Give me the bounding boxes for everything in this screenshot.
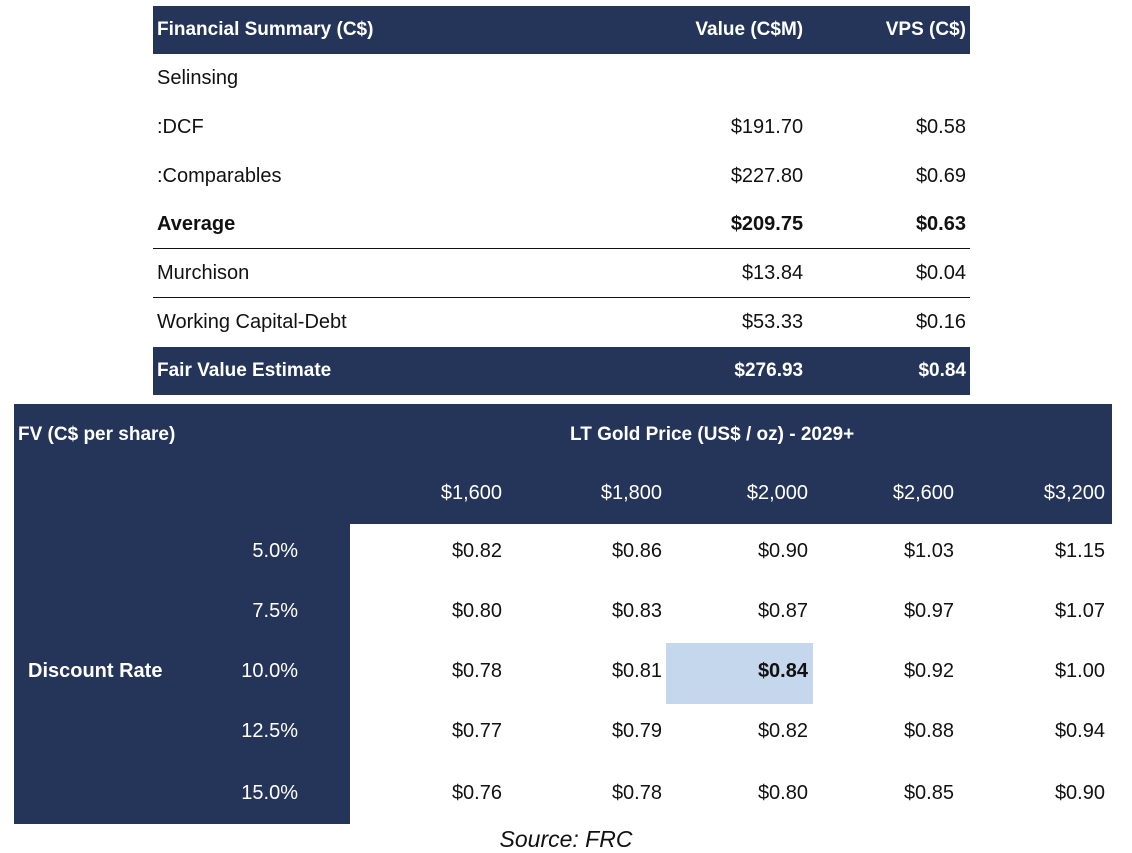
grid-cell: $0.78 <box>451 660 502 682</box>
price-header: $1,600 <box>440 482 502 504</box>
row-value: $53.33 <box>741 311 804 333</box>
price-header: $1,800 <box>600 482 662 504</box>
price-header: $2,600 <box>892 482 954 504</box>
row-value: $209.75 <box>730 213 804 235</box>
row-value: $13.84 <box>741 261 804 284</box>
sensitivity-table: FV (C$ per share) LT Gold Price (US$ / o… <box>14 404 1112 824</box>
grid-cell: $0.82 <box>757 720 808 742</box>
rate-label: 5.0% <box>252 540 298 562</box>
grid-cell: $0.81 <box>611 660 662 682</box>
row-vps: $0.04 <box>915 261 966 284</box>
sensitivity-header: FV (C$ per share) LT Gold Price (US$ / o… <box>14 404 1112 524</box>
summary-header-label: Financial Summary (C$) <box>157 19 374 40</box>
grid-cell: $0.80 <box>757 782 808 804</box>
row-label: Working Capital-Debt <box>157 311 347 333</box>
summary-row-dcf: :DCF $191.70 $0.58 <box>153 103 970 152</box>
summary-header-row: Financial Summary (C$) Value (C$M) VPS (… <box>153 6 970 54</box>
grid-cell: $0.79 <box>611 720 662 742</box>
summary-header-value: Value (C$M) <box>695 19 804 40</box>
summary-row-working-capital: Working Capital-Debt $53.33 $0.16 <box>153 298 970 347</box>
grid-cell: $1.00 <box>1054 660 1105 682</box>
grid-cell: $0.92 <box>903 660 954 682</box>
row-label: Selinsing <box>157 67 239 89</box>
rate-label: 10.0% <box>241 660 298 682</box>
grid-cell: $0.77 <box>451 720 502 742</box>
gold-price-title: LT Gold Price (US$ / oz) - 2029+ <box>570 424 855 445</box>
base-case-highlight <box>666 643 813 704</box>
grid-cell: $0.87 <box>757 600 808 622</box>
grid-cell: $0.88 <box>903 720 954 742</box>
row-label: :DCF <box>157 116 204 138</box>
summary-row-comparables: :Comparables $227.80 $0.69 <box>153 152 970 201</box>
grid-cell: $0.78 <box>611 782 662 804</box>
summary-row-average: Average $209.75 $0.63 <box>153 201 970 249</box>
summary-row-fair-value: Fair Value Estimate $276.93 $0.84 <box>153 347 970 395</box>
grid-cell: $0.80 <box>451 600 502 622</box>
summary-row-murchison: Murchison $13.84 $0.04 <box>153 249 970 298</box>
price-header: $2,000 <box>746 482 808 504</box>
row-vps: $0.16 <box>915 311 966 333</box>
grid-cell: $0.86 <box>611 540 662 562</box>
row-vps: $0.69 <box>915 165 966 187</box>
total-vps: $0.84 <box>918 360 966 381</box>
summary-header-vps: VPS (C$) <box>885 19 966 40</box>
base-case-cell: $0.84 <box>757 660 808 682</box>
row-value: $191.70 <box>730 116 804 138</box>
row-value: $227.80 <box>730 165 804 187</box>
rate-label: 12.5% <box>241 720 298 742</box>
source-caption: Source: FRC <box>499 826 633 852</box>
financial-summary-table: Financial Summary (C$) Value (C$M) VPS (… <box>153 6 970 395</box>
discount-rate-title: Discount Rate <box>28 660 163 682</box>
row-vps: $0.63 <box>915 213 966 235</box>
grid-cell: $0.83 <box>611 600 662 622</box>
price-header: $3,200 <box>1043 482 1105 504</box>
grid-cell: $0.82 <box>451 540 502 562</box>
sensitivity-title: FV (C$ per share) <box>18 424 176 445</box>
grid-cell: $0.85 <box>903 782 954 804</box>
grid-cell: $0.97 <box>903 600 954 622</box>
grid-cell: $0.94 <box>1054 720 1105 742</box>
row-label: :Comparables <box>157 165 282 187</box>
row-vps: $0.58 <box>915 116 966 138</box>
rate-label: 15.0% <box>241 782 298 804</box>
grid-cell: $0.76 <box>451 782 502 804</box>
summary-row-selinsing: Selinsing <box>153 54 970 103</box>
grid-cell: $1.03 <box>903 540 954 562</box>
total-label: Fair Value Estimate <box>157 360 332 381</box>
row-label: Murchison <box>157 261 250 284</box>
grid-cell: $0.90 <box>757 540 808 562</box>
grid-cell: $1.07 <box>1054 600 1105 622</box>
grid-cell: $0.90 <box>1054 782 1105 804</box>
total-value: $276.93 <box>734 360 804 381</box>
row-label: Average <box>157 213 236 235</box>
grid-cell: $1.15 <box>1054 540 1105 562</box>
rate-label: 7.5% <box>252 600 298 622</box>
discount-rate-panel: Discount Rate 5.0% 7.5% 10.0% 12.5% 15.0… <box>14 524 350 824</box>
